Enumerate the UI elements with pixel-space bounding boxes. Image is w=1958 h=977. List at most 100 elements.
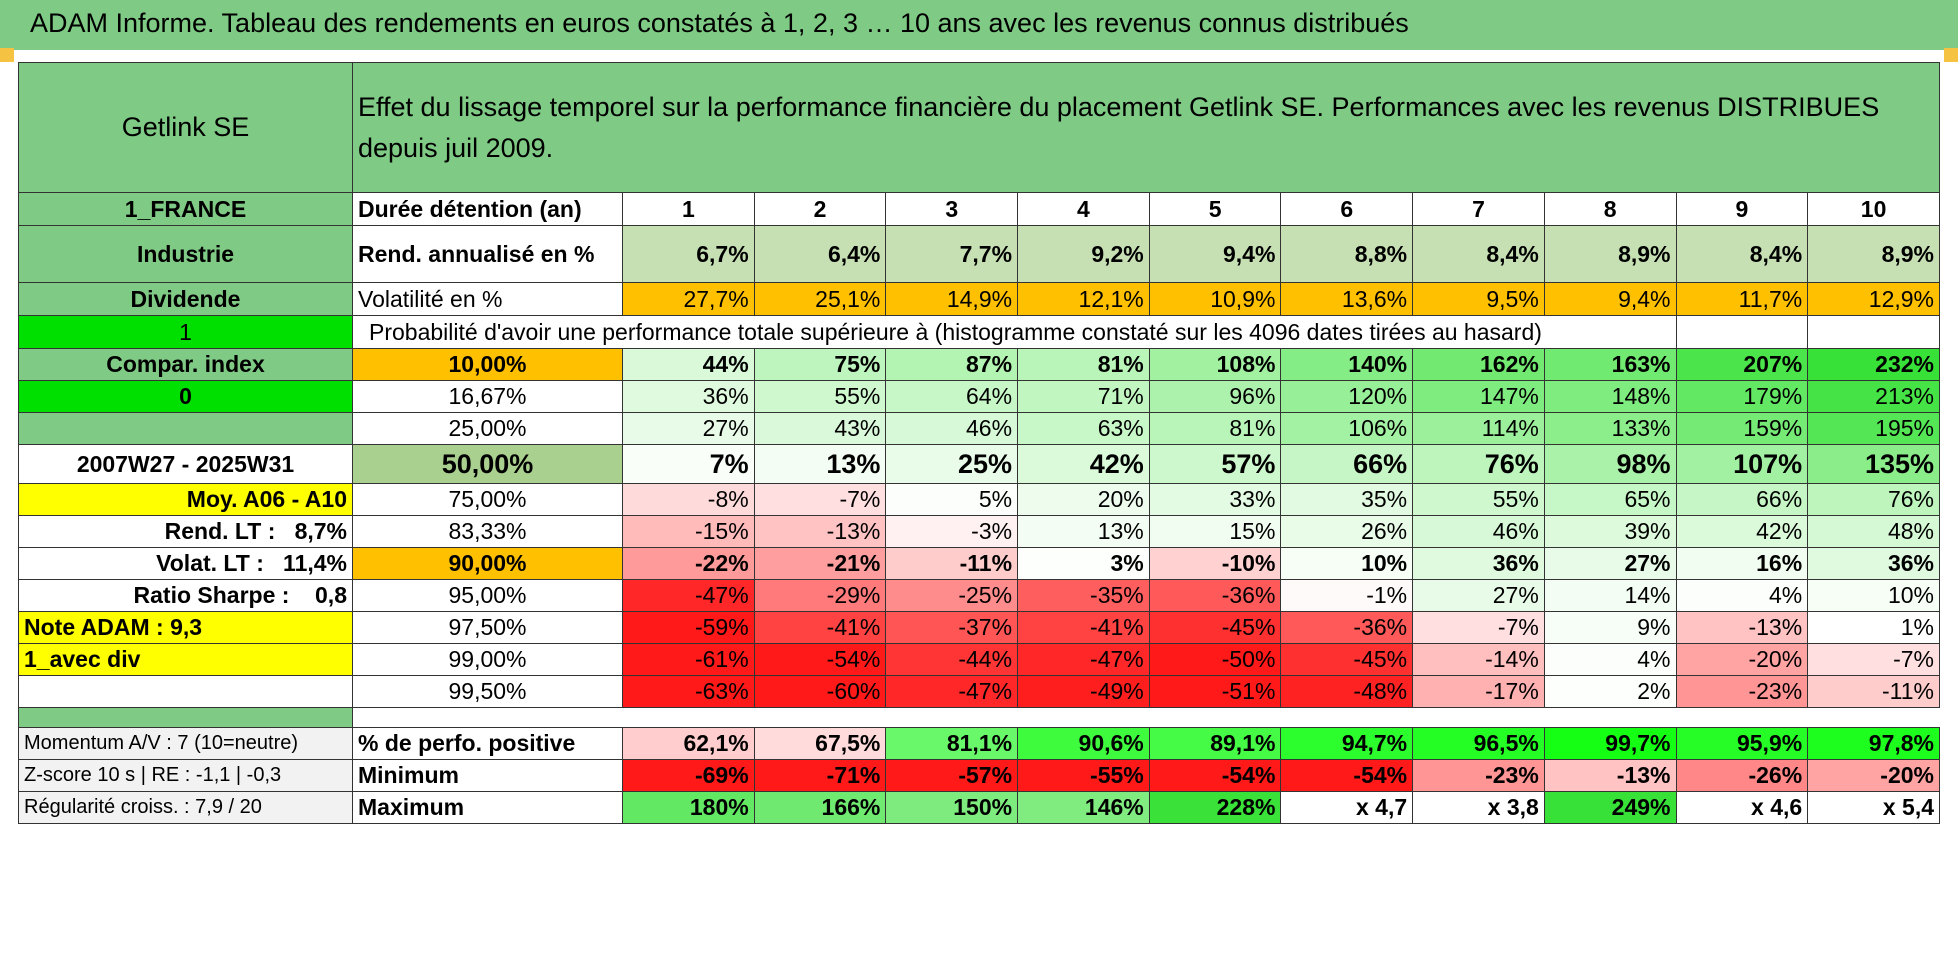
probability-value: 20% — [1017, 483, 1150, 516]
probability-value: 36% — [1807, 547, 1940, 580]
probability-value: 44% — [622, 348, 755, 381]
probability-value: -15% — [622, 515, 755, 548]
probability-row: Compar. index 10,00% 44% 75% 87% 81% 108% 140% 1… — [18, 348, 1940, 381]
separator-blank — [352, 707, 1940, 728]
probability-value: 140% — [1280, 348, 1414, 381]
probability-value: 10% — [1807, 579, 1940, 612]
probability-value: 4% — [1675, 579, 1809, 612]
duration-label: Durée détention (an) — [352, 192, 623, 226]
type-label: Dividende — [18, 282, 353, 316]
probability-value: 106% — [1280, 412, 1414, 445]
probability-value: 71% — [1017, 380, 1150, 413]
probability-row: Volat. LT : 11,4% 90,00% -22% -21% -11% 3% -10… — [18, 547, 1940, 580]
probability-value: 9% — [1543, 611, 1677, 644]
probability-value: 46% — [885, 412, 1019, 445]
probability-threshold: 50,00% — [352, 444, 623, 484]
sector-label: Industrie — [18, 225, 353, 283]
probability-value: -36% — [1280, 611, 1414, 644]
probability-value: -54% — [753, 643, 887, 676]
duration-value: 7 — [1412, 192, 1545, 226]
sharpe: Ratio Sharpe : 0,8 — [18, 579, 353, 612]
footer-value: -13% — [1543, 759, 1677, 792]
probability-threshold: 25,00% — [352, 412, 623, 445]
probability-value: -45% — [1148, 611, 1282, 644]
probability-value: 108% — [1148, 348, 1282, 381]
probability-value: -13% — [753, 515, 887, 548]
probability-threshold: 99,50% — [352, 675, 623, 708]
probability-value: -1% — [1280, 579, 1414, 612]
probability-value: 66% — [1675, 483, 1809, 516]
probability-value: 64% — [885, 380, 1019, 413]
period-label: 2007W27 - 2025W31 — [18, 444, 353, 484]
mode-label: 1_avec div — [18, 643, 353, 676]
probability-value: -61% — [622, 643, 755, 676]
probability-value: -10% — [1148, 547, 1282, 580]
flag-2: 0 — [18, 380, 353, 413]
footer-metric: Z-score 10 s | RE : -1,1 | -0,3 — [18, 759, 353, 792]
probability-value: 57% — [1148, 444, 1282, 484]
probability-value: 13% — [753, 444, 887, 484]
return-value: 6,7% — [622, 225, 755, 283]
return-value: 6,4% — [753, 225, 887, 283]
stock-name: Getlink SE — [18, 62, 353, 193]
probability-value: 147% — [1412, 380, 1545, 413]
footer-label: % de perfo. positive — [352, 727, 623, 760]
probability-value: -13% — [1675, 611, 1809, 644]
probability-value: -29% — [753, 579, 887, 612]
return-row: Industrie Rend. annualisé en % 6,7% 6,4% 7,7… — [18, 225, 1940, 283]
probability-value: 35% — [1280, 483, 1414, 516]
footer-value: -69% — [622, 759, 755, 792]
probability-value: 25% — [885, 444, 1019, 484]
footer-value: 249% — [1543, 791, 1677, 824]
return-value: 9,4% — [1148, 225, 1282, 283]
volatility-value: 12,9% — [1807, 282, 1940, 316]
footer-value: 96,5% — [1412, 727, 1545, 760]
probability-value: -21% — [753, 547, 887, 580]
footer-value: 228% — [1148, 791, 1282, 824]
report-title: ADAM Informe. Tableau des rendements en … — [30, 8, 1409, 38]
probability-value: 55% — [753, 380, 887, 413]
footer-value: 90,6% — [1017, 727, 1150, 760]
probability-value: 81% — [1148, 412, 1282, 445]
probability-value: 39% — [1543, 515, 1677, 548]
footer-label: Maximum — [352, 791, 623, 824]
footer-value: x 4,7 — [1280, 791, 1414, 824]
duration-value: 3 — [885, 192, 1019, 226]
volat-lt: Volat. LT : 11,4% — [18, 547, 353, 580]
probability-value: -11% — [1807, 675, 1940, 708]
probability-value: 213% — [1807, 380, 1940, 413]
probability-value: 75% — [753, 348, 887, 381]
probability-threshold: 10,00% — [352, 348, 623, 381]
probability-value: 16% — [1675, 547, 1809, 580]
footer-value: -20% — [1807, 759, 1940, 792]
probability-value: 135% — [1807, 444, 1940, 484]
returns-table: Getlink SE Effet du lissage temporel sur… — [18, 62, 1940, 824]
probability-threshold: 97,50% — [352, 611, 623, 644]
probability-threshold: 90,00% — [352, 547, 623, 580]
return-value: 8,9% — [1543, 225, 1677, 283]
probability-value: 120% — [1280, 380, 1414, 413]
footer-value: 99,7% — [1543, 727, 1677, 760]
return-value: 8,4% — [1675, 225, 1809, 283]
probability-value: -14% — [1412, 643, 1545, 676]
flag-1: 1 — [18, 315, 353, 349]
duration-value: 6 — [1280, 192, 1414, 226]
corner-marker-left — [0, 48, 14, 62]
footer-value: 150% — [885, 791, 1019, 824]
side-empty — [18, 412, 353, 445]
probability-value: 14% — [1543, 579, 1677, 612]
probability-value: 96% — [1148, 380, 1282, 413]
probability-value: 27% — [622, 412, 755, 445]
probability-value: 207% — [1675, 348, 1809, 381]
duration-row: 1_FRANCE Durée détention (an) 1 2 3 4 5 6 7 8 9 10 — [18, 192, 1940, 226]
probability-row: Ratio Sharpe : 0,8 95,00% -47% -29% -25% -35%… — [18, 579, 1940, 612]
probability-value: 27% — [1543, 547, 1677, 580]
probability-value: -22% — [622, 547, 755, 580]
probability-value: -7% — [1807, 643, 1940, 676]
probability-row: Moy. A06 - A10 75,00% -8% -7% 5% 20% 33% 35% 55%… — [18, 483, 1940, 516]
empty-cell — [1675, 315, 1809, 349]
volatility-value: 25,1% — [753, 282, 887, 316]
probability-value: 159% — [1675, 412, 1809, 445]
probability-value: 36% — [622, 380, 755, 413]
footer-label: Minimum — [352, 759, 623, 792]
